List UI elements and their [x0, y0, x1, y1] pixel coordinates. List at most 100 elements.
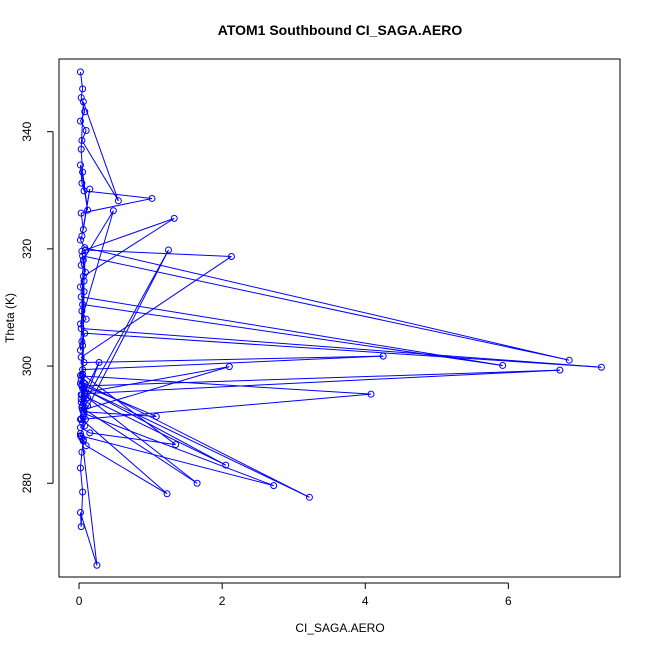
data-point [82, 126, 90, 134]
data-point [77, 391, 85, 399]
data-point [597, 363, 605, 371]
series-segment [82, 387, 310, 498]
series-segment [81, 328, 602, 368]
data-point [76, 161, 84, 169]
series-segment [82, 304, 503, 366]
series-segment [79, 235, 83, 241]
series-segment [87, 397, 198, 484]
x-axis-label: CI_SAGA.AERO [295, 621, 384, 635]
data-point [93, 561, 101, 569]
data-point [78, 232, 86, 240]
data-point [225, 363, 233, 371]
x-tick-label: 6 [505, 594, 512, 608]
data-point [76, 117, 84, 125]
data-point [556, 366, 564, 374]
y-tick-label: 320 [20, 239, 34, 259]
data-point [76, 68, 84, 76]
data-point [270, 482, 278, 490]
data-point [79, 384, 87, 392]
data-point [109, 207, 117, 215]
y-tick-label: 280 [20, 473, 34, 493]
data-point [81, 422, 89, 430]
data-point [565, 356, 573, 364]
data-point [79, 252, 87, 260]
data-point [79, 168, 87, 176]
data-point [79, 85, 87, 93]
series-segment [79, 512, 98, 566]
series-segment [82, 255, 570, 361]
data-point [227, 252, 235, 260]
data-point [84, 394, 92, 402]
series-segment [82, 366, 230, 411]
data-point [76, 283, 84, 291]
data-point [81, 268, 89, 276]
data-point [84, 206, 92, 214]
data-point [367, 390, 375, 398]
data-point [78, 136, 86, 144]
data-point [79, 488, 87, 496]
series-segment [85, 249, 232, 257]
data-point [77, 523, 85, 531]
series-segment [82, 249, 169, 417]
data-point [193, 479, 201, 487]
data-point [78, 247, 86, 255]
data-point [79, 399, 87, 407]
y-axis-label: Theta (K) [3, 293, 17, 343]
series-segment [81, 140, 119, 202]
data-point [77, 432, 85, 440]
series-segment [83, 411, 157, 417]
series-segment [80, 256, 232, 358]
series-segment [83, 388, 226, 466]
plot-frame [58, 58, 621, 578]
data-point [76, 236, 84, 244]
data-point [379, 352, 387, 360]
data-point [172, 441, 180, 449]
data-point [95, 359, 103, 367]
data-point [78, 448, 86, 456]
y-tick-label: 300 [20, 356, 34, 376]
series-segment [80, 492, 84, 527]
data-point [78, 337, 86, 345]
series-segment [84, 332, 602, 368]
series-segment [81, 296, 503, 366]
series-segment [81, 375, 372, 395]
data-point [77, 293, 85, 301]
series-segment [80, 427, 91, 434]
data-point [76, 509, 84, 517]
data-point [81, 246, 89, 254]
series-segment [81, 217, 175, 252]
data-point [76, 320, 84, 328]
series-segment [80, 239, 86, 248]
data-point [77, 209, 85, 217]
series-segment [82, 101, 119, 201]
x-axis: 0 2 4 6 [76, 582, 512, 608]
series-segment [84, 369, 560, 395]
series-segment [83, 217, 175, 277]
data-point [77, 395, 85, 403]
data-point [77, 94, 85, 102]
series-segment [82, 355, 384, 371]
series-segment [80, 88, 84, 98]
data-point [79, 366, 87, 374]
data-point [76, 464, 84, 472]
data-point [78, 179, 86, 187]
data-point [499, 361, 507, 369]
data-point [163, 490, 171, 498]
data-point [80, 359, 88, 367]
data-point [79, 256, 87, 264]
data-point [77, 353, 85, 361]
data-point [86, 429, 94, 437]
data-point [114, 197, 122, 205]
data-point [79, 301, 87, 309]
data-point [305, 493, 313, 501]
series-segment [85, 445, 168, 495]
data-point [77, 325, 85, 333]
data-point [164, 246, 172, 254]
series-segment [81, 369, 560, 387]
data-point [81, 108, 89, 116]
data-point [80, 277, 88, 285]
data-point [81, 329, 89, 337]
data-point [77, 145, 85, 153]
y-tick-label: 340 [20, 121, 34, 141]
